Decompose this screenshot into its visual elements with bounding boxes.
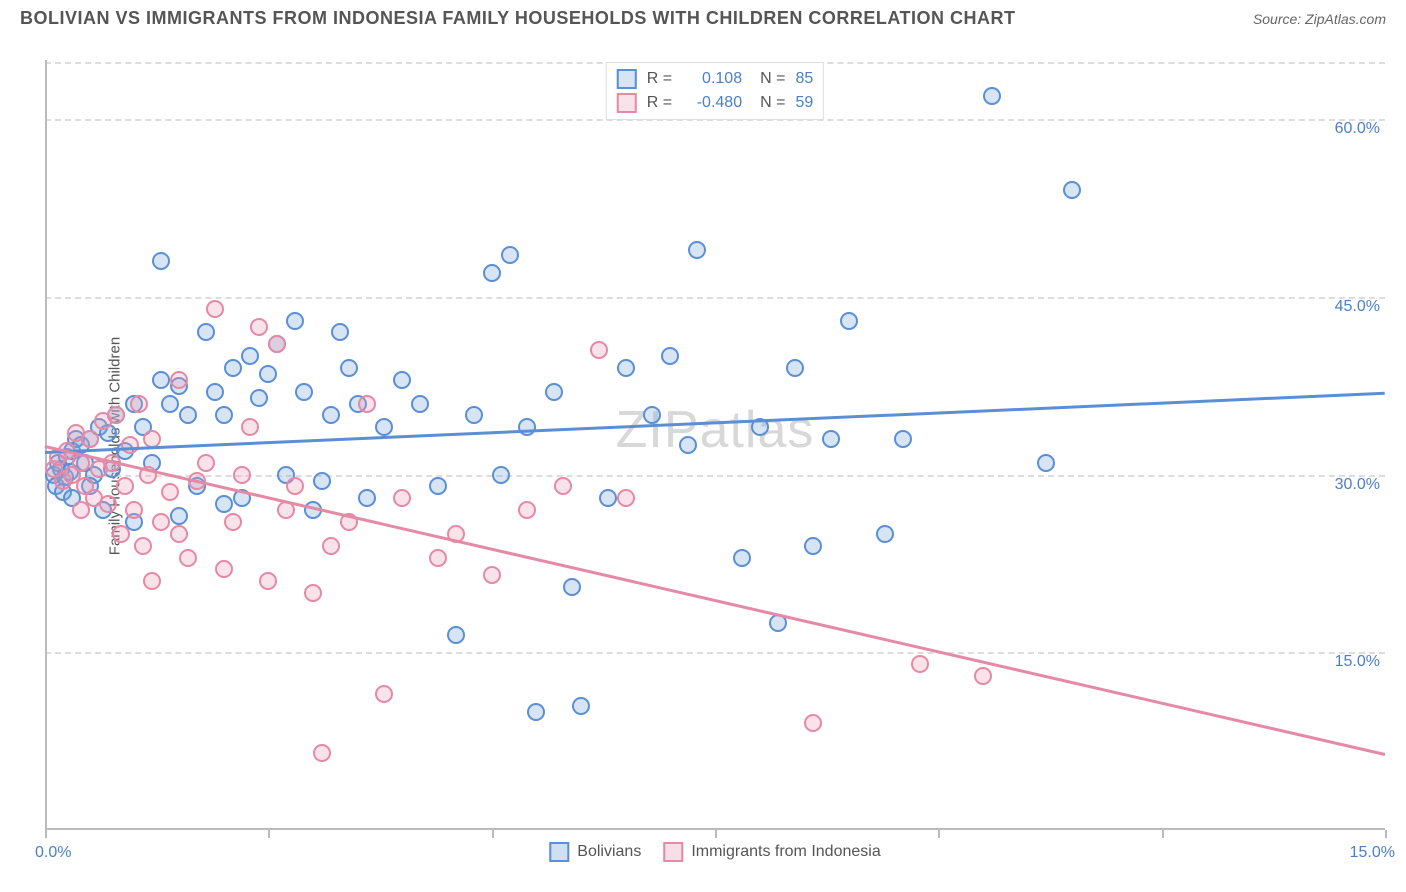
legend-bottom-label-1: Immigrants from Indonesia (691, 843, 880, 861)
chart-header: BOLIVIAN VS IMMIGRANTS FROM INDONESIA FA… (0, 0, 1406, 33)
xtick-mark (715, 830, 717, 838)
xtick-mark (938, 830, 940, 838)
xtick-mark (268, 830, 270, 838)
correlation-legend: R = 0.108 N = 85 R = -0.480 N = 59 (606, 62, 824, 120)
legend-row-series-0: R = 0.108 N = 85 (617, 67, 813, 91)
r-label-1: R = (647, 94, 672, 112)
legend-row-series-1: R = -0.480 N = 59 (617, 91, 813, 115)
legend-bottom-label-0: Bolivians (577, 843, 641, 861)
chart-source: Source: ZipAtlas.com (1253, 11, 1386, 27)
xtick-mark (1162, 830, 1164, 838)
legend-swatch-0 (617, 69, 637, 89)
legend-item-0: Bolivians (549, 842, 641, 862)
r-value-0: 0.108 (682, 70, 742, 88)
n-label-0: N = (760, 70, 785, 88)
trendlines-layer (45, 60, 1385, 830)
legend-bottom-swatch-1 (663, 842, 683, 862)
n-label-1: N = (760, 94, 785, 112)
legend-bottom-swatch-0 (549, 842, 569, 862)
chart-title: BOLIVIAN VS IMMIGRANTS FROM INDONESIA FA… (20, 8, 1016, 29)
x-axis-right-label: 15.0% (1350, 844, 1395, 862)
n-value-0: 85 (795, 70, 813, 88)
chart-plot-area: ZIPatlas 15.0%30.0%45.0%60.0% R = 0.108 … (45, 60, 1385, 830)
series-legend: Bolivians Immigrants from Indonesia (549, 842, 880, 862)
trendline-series-0 (45, 392, 1385, 454)
xtick-mark (492, 830, 494, 838)
r-value-1: -0.480 (682, 94, 742, 112)
x-axis-left-label: 0.0% (35, 844, 71, 862)
n-value-1: 59 (795, 94, 813, 112)
r-label-0: R = (647, 70, 672, 88)
legend-swatch-1 (617, 93, 637, 113)
trendline-series-1 (45, 445, 1386, 755)
xtick-mark (45, 830, 47, 838)
xtick-mark (1385, 830, 1387, 838)
legend-item-1: Immigrants from Indonesia (663, 842, 880, 862)
